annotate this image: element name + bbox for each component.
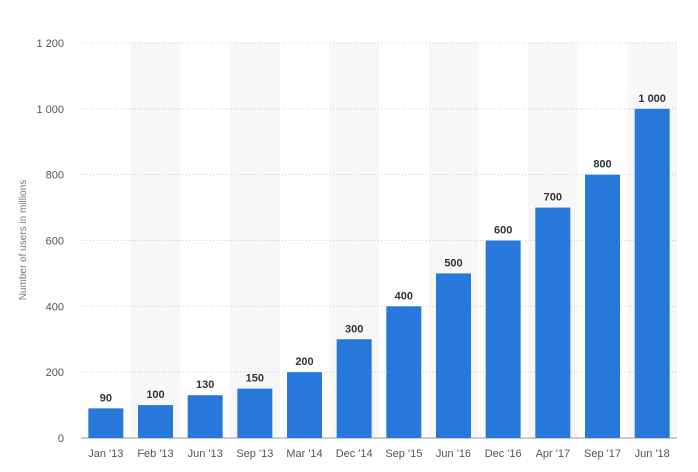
x-tick-label: Sep '15 xyxy=(385,448,422,460)
x-tick-label: Sep '13 xyxy=(236,448,273,460)
x-axis-tick-labels: Jan '13 Feb '13 Jun '13 Sep '13 Mar '14 Dec '… xyxy=(88,448,669,460)
bar-value-label: 150 xyxy=(246,373,264,385)
bars xyxy=(88,108,670,439)
x-tick-label: Dec '16 xyxy=(485,448,522,460)
bar[interactable] xyxy=(187,395,223,438)
y-axis-title: Number of users in millions xyxy=(18,180,29,301)
x-tick-label: Sep '17 xyxy=(584,448,621,460)
y-tick-label: 600 xyxy=(46,236,64,248)
y-tick-label: 800 xyxy=(46,170,64,182)
category-band xyxy=(230,43,280,438)
bar-value-label: 200 xyxy=(295,356,313,368)
bar-value-label: 130 xyxy=(196,379,214,391)
x-tick-label: Jun '16 xyxy=(436,448,471,460)
bar-value-label: 90 xyxy=(100,392,112,404)
bar-value-label: 100 xyxy=(146,389,164,401)
bar[interactable] xyxy=(138,405,173,438)
bar-value-label: 600 xyxy=(494,225,512,237)
data-labels: 90 100 130 150 200 300 400 500 600 700 800 1 000 xyxy=(100,93,666,405)
bar[interactable] xyxy=(535,207,571,438)
bar[interactable] xyxy=(436,273,471,438)
x-tick-label: Apr '17 xyxy=(536,448,571,460)
y-axis-tick-labels: 0 200 400 600 800 1 000 1 200 xyxy=(36,38,64,445)
x-tick-label: Mar '14 xyxy=(286,448,322,460)
bar-value-label: 500 xyxy=(444,257,462,269)
x-tick-label: Feb '13 xyxy=(137,448,173,460)
bar[interactable] xyxy=(88,408,124,438)
x-tick-label: Jan '13 xyxy=(88,448,123,460)
bar-value-label: 800 xyxy=(593,159,611,171)
x-tick-label: Jun '13 xyxy=(188,448,223,460)
y-tick-label: 0 xyxy=(58,433,64,445)
bar-value-label: 300 xyxy=(345,323,363,335)
bar-value-label: 700 xyxy=(544,192,562,204)
bar[interactable] xyxy=(634,108,670,438)
x-tick-label: Dec '14 xyxy=(336,448,373,460)
grid-lines xyxy=(81,42,677,439)
y-tick-label: 400 xyxy=(46,301,64,313)
bar[interactable] xyxy=(287,372,322,438)
y-tick-label: 200 xyxy=(46,367,64,379)
y-tick-label: 1 000 xyxy=(36,104,64,116)
bar[interactable] xyxy=(485,240,521,439)
y-tick-label: 1 200 xyxy=(36,38,64,50)
bar[interactable] xyxy=(386,306,422,438)
bar[interactable] xyxy=(336,339,372,438)
bar[interactable] xyxy=(237,388,273,438)
bar-value-label: 400 xyxy=(395,290,413,302)
bar[interactable] xyxy=(585,174,620,438)
x-tick-label: Jun '18 xyxy=(635,448,670,460)
bar-value-label: 1 000 xyxy=(638,93,666,105)
